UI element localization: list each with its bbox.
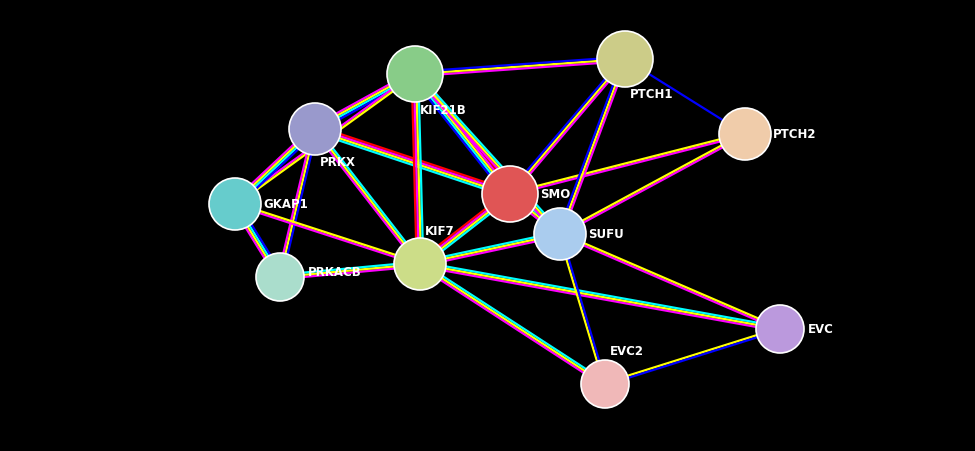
Text: KIF7: KIF7 [425,225,454,238]
Circle shape [719,109,771,161]
Text: EVC2: EVC2 [610,345,644,358]
Text: EVC: EVC [808,323,834,336]
Circle shape [387,47,443,103]
Circle shape [289,104,341,156]
Circle shape [482,166,538,222]
Text: KIF21B: KIF21B [420,103,467,116]
Text: PTCH1: PTCH1 [630,88,674,101]
Circle shape [756,305,804,353]
Circle shape [597,32,653,88]
Circle shape [209,179,261,230]
Circle shape [394,239,446,290]
Circle shape [534,208,586,260]
Circle shape [256,253,304,301]
Text: SUFU: SUFU [588,228,624,241]
Text: PRKX: PRKX [320,156,356,169]
Text: PRKACB: PRKACB [308,266,362,279]
Circle shape [581,360,629,408]
Text: SMO: SMO [540,188,570,201]
Text: GKAP1: GKAP1 [263,198,308,211]
Text: PTCH2: PTCH2 [773,128,816,141]
